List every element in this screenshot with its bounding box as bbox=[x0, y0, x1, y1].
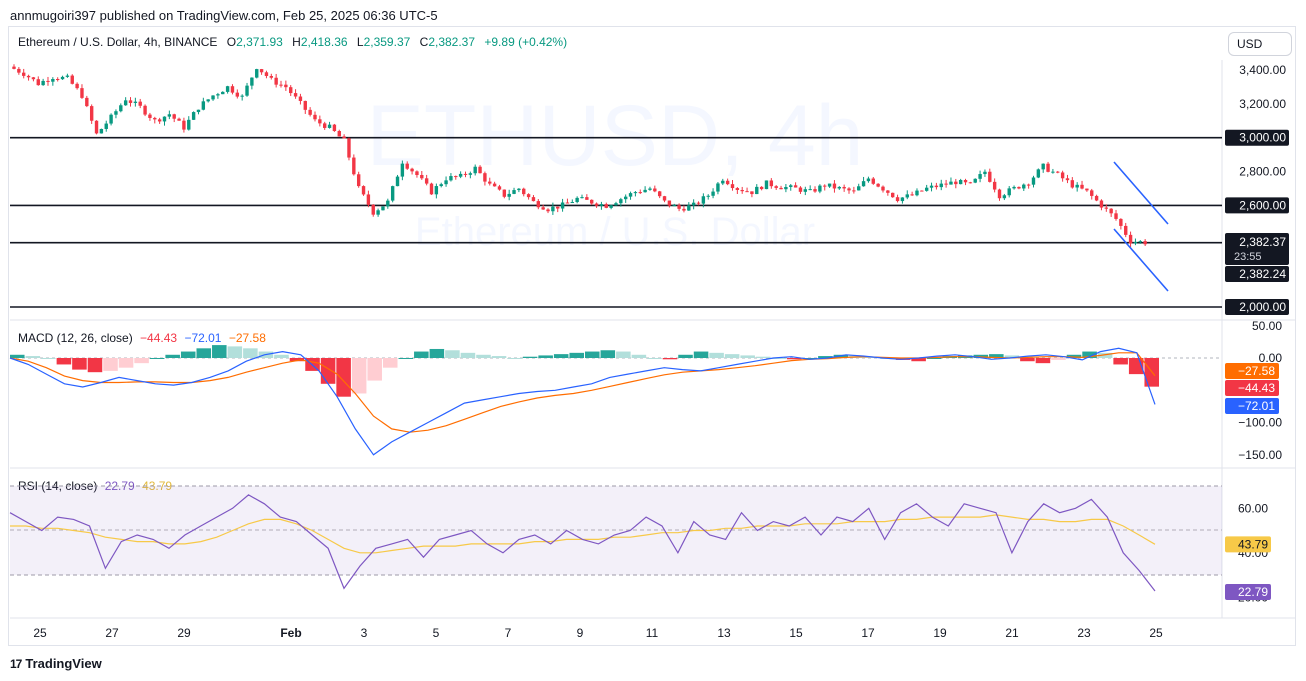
tradingview-logo-icon: 17 bbox=[10, 656, 22, 671]
symbol-legend: Ethereum / U.S. Dollar, 4h, BINANCE O2,3… bbox=[18, 35, 567, 49]
tradingview-brand: TradingView bbox=[25, 656, 102, 671]
rsi-name: RSI (14, close) bbox=[18, 479, 98, 493]
symbol-title[interactable]: Ethereum / U.S. Dollar, 4h, BINANCE bbox=[18, 35, 218, 49]
open-value: 2,371.93 bbox=[236, 35, 283, 49]
chart-frame bbox=[8, 26, 1296, 646]
change-value: +9.89 (+0.42%) bbox=[484, 35, 568, 49]
low-label: L bbox=[356, 35, 364, 49]
close-label: C bbox=[419, 35, 429, 49]
macd-line-value: −72.01 bbox=[184, 331, 222, 345]
low-value: 2,359.37 bbox=[363, 35, 411, 49]
currency-button[interactable]: USD bbox=[1228, 32, 1292, 56]
open-label: O bbox=[226, 35, 237, 49]
publish-info: annmugoiri397 published on TradingView.c… bbox=[10, 8, 438, 23]
macd-signal-value: −27.58 bbox=[228, 331, 266, 345]
close-value: 2,382.37 bbox=[428, 35, 476, 49]
rsi-value: 22.79 bbox=[104, 479, 135, 493]
tradingview-footer[interactable]: 17 TradingView bbox=[10, 656, 102, 671]
high-value: 2,418.36 bbox=[300, 35, 348, 49]
high-label: H bbox=[292, 35, 301, 49]
rsi-ma-value: 43.79 bbox=[142, 479, 173, 493]
macd-name: MACD (12, 26, close) bbox=[18, 331, 133, 345]
macd-legend[interactable]: MACD (12, 26, close) −44.43 −72.01 −27.5… bbox=[18, 331, 266, 345]
macd-hist-value: −44.43 bbox=[140, 331, 178, 345]
rsi-legend[interactable]: RSI (14, close) 22.79 43.79 bbox=[18, 479, 172, 493]
